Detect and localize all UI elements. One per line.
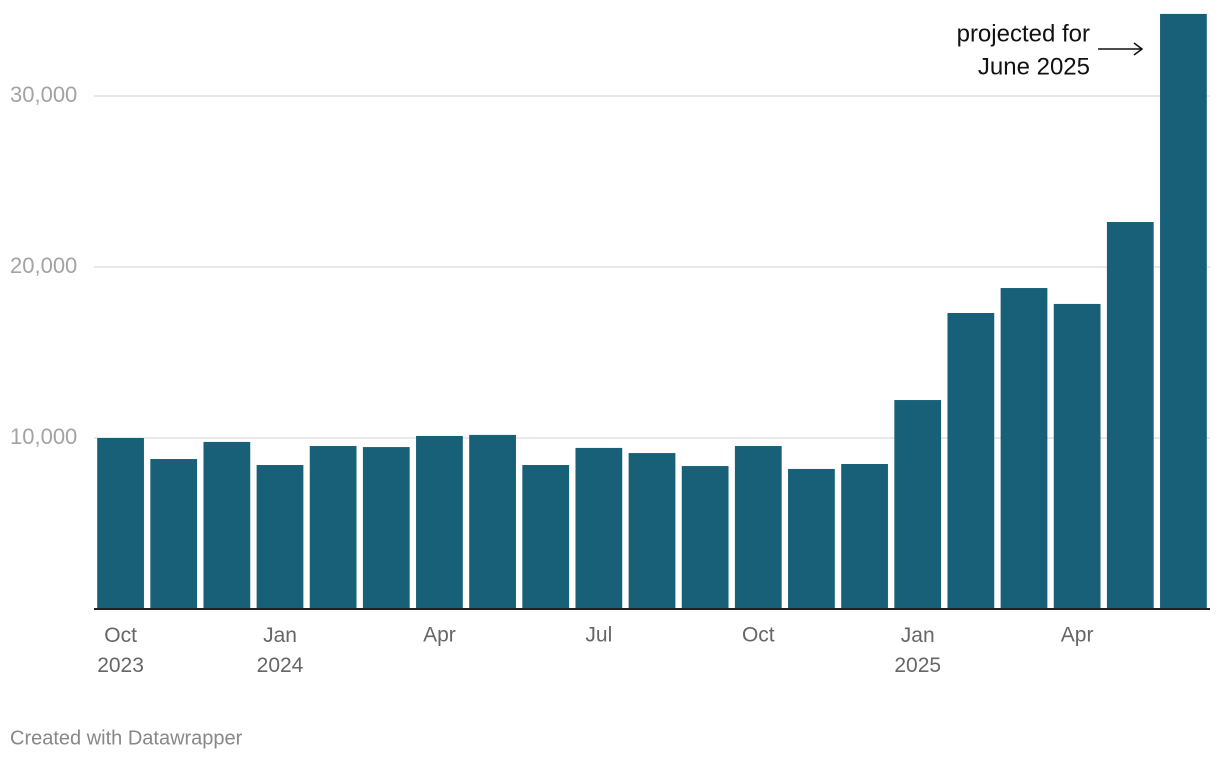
bar: [628, 453, 676, 609]
x-tick-label: Jan 2025: [894, 624, 941, 677]
x-tick-label: Jan 2024: [257, 624, 304, 677]
bar: [522, 465, 570, 609]
bar: [788, 468, 835, 609]
bar: [469, 434, 516, 609]
bar: [894, 400, 942, 609]
bar: [734, 446, 782, 609]
annotation: June 2025: [978, 53, 1090, 80]
bar: [150, 459, 198, 609]
bar: [1106, 222, 1154, 610]
x-tick-label: Apr: [1061, 624, 1094, 647]
bar: [203, 441, 251, 609]
bar: [362, 447, 410, 609]
bar: [1053, 303, 1101, 609]
bar: [97, 438, 144, 609]
bar: [681, 466, 729, 609]
x-tick-label: Oct: [742, 624, 775, 647]
x-tick-label: Jul: [585, 624, 612, 647]
y-tick-label: 20,000: [10, 253, 77, 278]
bar: [256, 465, 304, 609]
bar: [309, 446, 357, 609]
y-tick-label: 30,000: [10, 82, 77, 107]
y-tick-label: 10,000: [10, 424, 77, 449]
bar: [1000, 288, 1048, 609]
bar: [416, 435, 463, 609]
footer: Created with Datawrapper: [10, 727, 243, 749]
bar: [947, 312, 995, 609]
annotation-arrow: [1098, 42, 1144, 56]
x-tick-label: Oct 2023: [97, 624, 144, 677]
bar: [1160, 13, 1207, 610]
bar: [841, 463, 888, 609]
annotation: projected for: [957, 20, 1090, 47]
bar: [575, 447, 623, 609]
x-tick-label: Apr: [423, 624, 456, 647]
